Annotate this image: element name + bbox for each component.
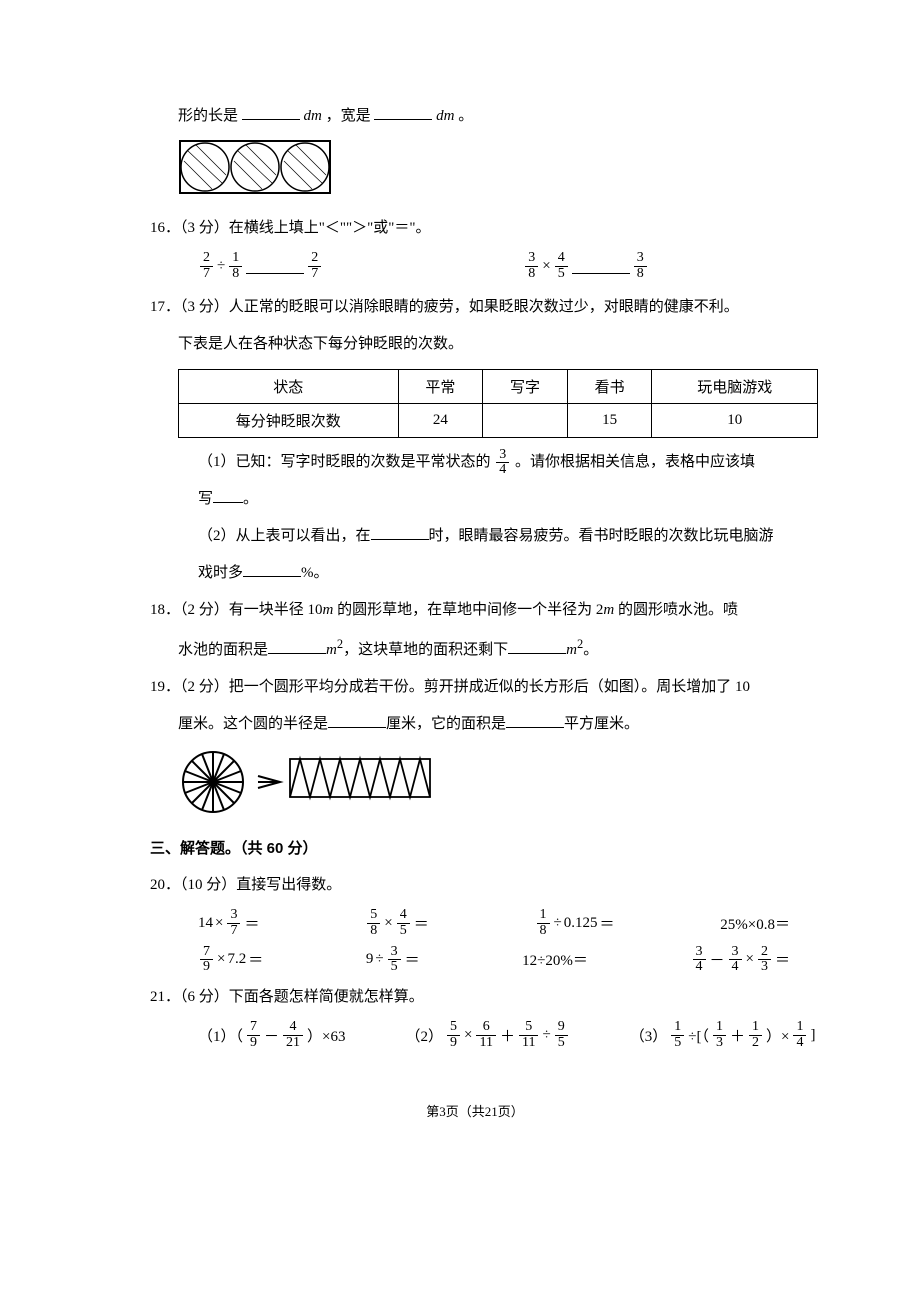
th-game: 玩电脑游戏 [652, 370, 818, 404]
q15-blank2[interactable] [374, 105, 432, 120]
q15-suffix: 。 [458, 108, 473, 124]
q21-e3: （3） 15 ÷[（ 13 ＋ 12 ）× 14 ] [630, 1020, 816, 1050]
td-read: 15 [567, 404, 652, 438]
q15-figure [178, 139, 800, 202]
q21-e1: （1）（ 79 － 421 ）×63 [198, 1020, 346, 1050]
q17-blank2[interactable] [371, 525, 429, 540]
td-write[interactable] [483, 404, 568, 438]
q15-blank1[interactable] [242, 105, 300, 120]
q18-blank1[interactable] [268, 639, 326, 654]
q20-row2: 79×7.2＝ 9÷35＝ 12÷20%＝ 34－34×23＝ [150, 945, 800, 975]
table-row: 每分钟眨眼次数 24 15 10 [179, 404, 818, 438]
q19-blank2[interactable] [506, 713, 564, 728]
q15-prefix: 形的长是 [178, 108, 238, 124]
td-game: 10 [652, 404, 818, 438]
q21-label: 21．（6 分）下面各题怎样简便就怎样算。 [150, 981, 800, 1014]
q17-table: 状态 平常 写字 看书 玩电脑游戏 每分钟眨眼次数 24 15 10 [178, 369, 818, 438]
q17-label: 17．（3 分）人正常的眨眼可以消除眼睛的疲劳，如果眨眼次数过少，对眼睛的健康不… [150, 291, 800, 324]
q21-row: （1）（ 79 － 421 ）×63 （2） 59 × 611 ＋ 511 ÷ … [150, 1020, 800, 1050]
th-normal: 平常 [398, 370, 483, 404]
td-label: 每分钟眨眼次数 [179, 404, 399, 438]
q16-blank1[interactable] [246, 259, 304, 274]
th-state: 状态 [179, 370, 399, 404]
q19-line1: 19．（2 分）把一个圆形平均分成若干份。剪开拼成近似的长方形后（如图）。周长增… [150, 671, 800, 704]
q19-blank1[interactable] [328, 713, 386, 728]
q17-p2: （2）从上表可以看出，在时，眼睛最容易疲劳。看书时眨眼的次数比玩电脑游 [150, 520, 800, 553]
q18-line1: 18．（2 分）有一块半径 10m 的圆形草地，在草地中间修一个半径为 2m 的… [150, 594, 800, 627]
q15-tail: 形的长是 dm ，宽是 dm 。 [150, 100, 800, 133]
q16-blank2[interactable] [572, 259, 630, 274]
th-write: 写字 [483, 370, 568, 404]
q18-line2: 水池的面积是m2，这块草地的面积还剩下m2。 [150, 631, 800, 667]
q17-line2: 下表是人在各种状态下每分钟眨眼的次数。 [150, 328, 800, 361]
th-read: 看书 [567, 370, 652, 404]
table-row: 状态 平常 写字 看书 玩电脑游戏 [179, 370, 818, 404]
q21-e2: （2） 59 × 611 ＋ 511 ÷ 95 [406, 1020, 570, 1050]
q19-line2: 厘米。这个圆的半径是厘米，它的面积是平方厘米。 [150, 708, 800, 741]
q17-blank1[interactable] [213, 488, 243, 503]
circle-to-rect-icon [178, 747, 438, 817]
three-circles-rect-icon [178, 139, 334, 197]
q16-label: 16．（3 分）在横线上填上"＜""＞"或"＝"。 [150, 212, 800, 245]
q17-p1c: 写。 [150, 483, 800, 516]
q15-unit1: dm [304, 108, 322, 124]
td-normal: 24 [398, 404, 483, 438]
q15-unit2: dm [436, 108, 454, 124]
q17-p1: （1）已知：写字时眨眼的次数是平常状态的 34 。请你根据相关信息，表格中应该填 [150, 446, 800, 479]
q16-expr1: 27 ÷ 18 27 [198, 251, 323, 281]
q17-p2c: 戏时多%。 [150, 557, 800, 590]
q17-blank3[interactable] [243, 562, 301, 577]
q15-mid: ，宽是 [326, 108, 371, 124]
q18-blank2[interactable] [508, 639, 566, 654]
section3-title: 三、解答题。（共 60 分） [150, 832, 800, 865]
q19-figure [178, 747, 800, 822]
q16-expr2: 38 × 45 38 [523, 251, 648, 281]
q20-label: 20．（10 分）直接写出得数。 [150, 869, 800, 902]
page-footer: 第3页（共21页） [150, 1101, 800, 1120]
q20-row1: 14×37＝ 58×45＝ 18÷0.125＝ 25%×0.8＝ [150, 908, 800, 938]
